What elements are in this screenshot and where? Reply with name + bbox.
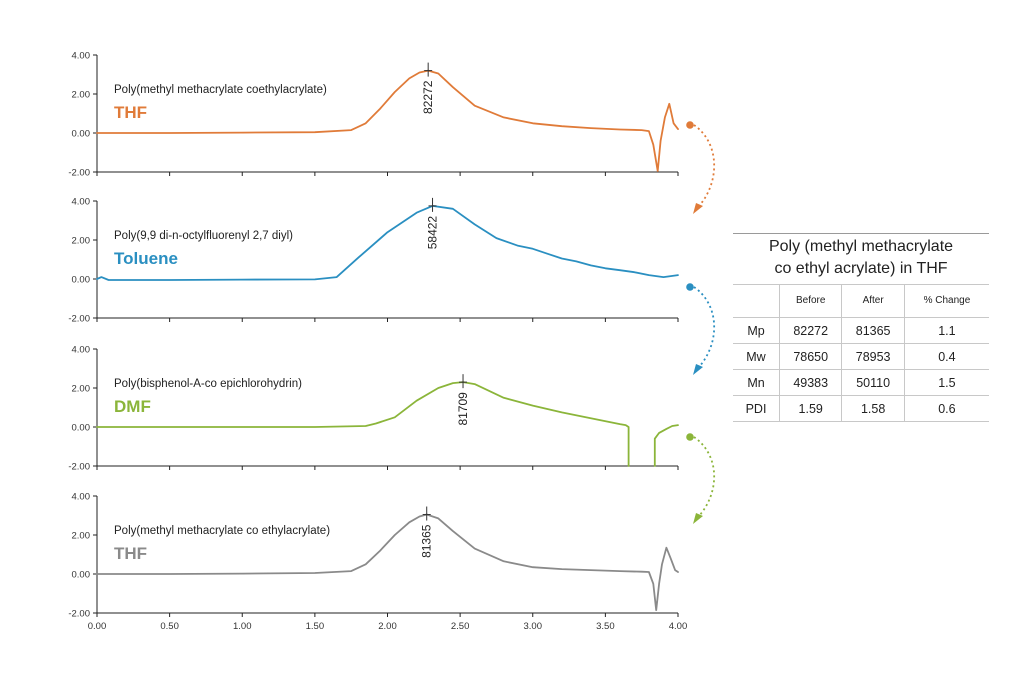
- panel-title: Poly(bisphenol-A-co epichlorohydrin): [114, 378, 302, 390]
- x-tick-label: 4.00: [669, 621, 688, 632]
- x-tick-label: 1.50: [306, 621, 325, 632]
- cell-after: 1.58: [841, 395, 905, 422]
- cell-after: 78953: [841, 343, 905, 370]
- table-title: Poly (methyl methacrylate co ethyl acryl…: [733, 233, 989, 284]
- x-tick-label: 2.00: [378, 621, 397, 632]
- cell-before: 49383: [778, 369, 843, 396]
- chart-panel-1: 4.00 2.00 0.00 -2.00 Poly(methyl methacrylat…: [68, 51, 679, 179]
- y-tick-label: -2.00: [68, 168, 90, 179]
- peak-label: 82272: [421, 80, 435, 114]
- series-line: [96, 69, 679, 172]
- arrow-head: [693, 513, 703, 524]
- chart-panel-4: 4.002.000.00-2.000.00 0.50 1.00 1.50 2.00 2.5…: [68, 492, 687, 633]
- table-row: Mp 82272 81365 1.1: [733, 317, 989, 344]
- panel-title: Poly(9,9 di-n-octylfluorenyl 2,7 diyl): [114, 230, 293, 242]
- arrow-path: [693, 436, 716, 517]
- series-line: [96, 513, 679, 611]
- cell-change: 0.4: [903, 343, 989, 370]
- flow-arrow-3: [686, 433, 716, 524]
- table-title-line-1: Poly (methyl methacrylate: [768, 238, 954, 255]
- y-tick-label: 2.00: [72, 531, 91, 542]
- x-tick-label: 1.00: [233, 621, 252, 632]
- solvent-label: THF: [114, 103, 147, 122]
- arrow-head: [693, 203, 703, 214]
- y-tick-label: 2.00: [72, 384, 91, 395]
- cell-after: 81365: [841, 317, 905, 344]
- x-tick-label: 2.50: [451, 621, 470, 632]
- solvent-label: DMF: [114, 397, 151, 416]
- solvent-label: THF: [114, 544, 147, 563]
- y-tick-label: 4.00: [72, 492, 91, 503]
- header-change: % Change: [903, 284, 989, 318]
- row-label: PDI: [733, 395, 780, 422]
- y-tick-label: 4.00: [72, 197, 91, 208]
- header-blank: [733, 284, 780, 318]
- table-header-row: Before After % Change: [733, 284, 989, 318]
- header-before: Before: [778, 284, 843, 318]
- peak-label: 58422: [426, 216, 440, 250]
- x-tick-label: 0.50: [160, 621, 179, 632]
- flow-arrow-2: [686, 283, 716, 375]
- solvent-label: Toluene: [114, 249, 178, 268]
- y-tick-label: 0.00: [72, 570, 91, 581]
- cell-change: 1.5: [903, 369, 989, 396]
- x-tick-label: 3.50: [596, 621, 615, 632]
- table-row: PDI 1.59 1.58 0.6: [733, 395, 989, 422]
- arrow-path: [693, 124, 716, 207]
- peak-label: 81709: [456, 392, 470, 426]
- series-line: [96, 381, 630, 467]
- cell-after: 50110: [841, 369, 905, 396]
- y-tick-label: 4.00: [72, 51, 91, 62]
- table-title-line-2: co ethyl acrylate) in THF: [774, 260, 948, 277]
- flow-arrow-1: [686, 121, 716, 214]
- peak-label: 81365: [420, 524, 434, 558]
- results-table: Before After % Change Mp 82272 81365 1.1…: [733, 284, 989, 422]
- row-label: Mp: [733, 317, 780, 344]
- y-tick-label: 4.00: [72, 345, 91, 356]
- row-label: Mw: [733, 343, 780, 370]
- y-tick-label: 0.00: [72, 275, 91, 286]
- x-tick-label: 0.00: [88, 621, 107, 632]
- x-tick-label: 3.00: [524, 621, 543, 632]
- y-tick-label: 0.00: [72, 423, 91, 434]
- header-after: After: [841, 284, 905, 318]
- y-tick-label: 2.00: [72, 236, 91, 247]
- y-tick-label: -2.00: [68, 314, 90, 325]
- chart-panel-3: 4.00 2.00 0.00 -2.00 Poly(bisphenol-A-co epi…: [68, 345, 679, 473]
- cell-before: 82272: [778, 317, 843, 344]
- summary-table: Poly (methyl methacrylate co ethyl acryl…: [733, 233, 989, 422]
- cell-change: 1.1: [903, 317, 989, 344]
- cell-change: 0.6: [903, 395, 989, 422]
- series-line: [96, 204, 679, 281]
- table-row: Mw 78650 78953 0.4: [733, 343, 989, 370]
- y-tick-label: 0.00: [72, 129, 91, 140]
- arrow-dot: [686, 283, 694, 291]
- cell-before: 1.59: [778, 395, 843, 422]
- y-tick-label: 2.00: [72, 90, 91, 101]
- arrow-path: [693, 286, 716, 368]
- y-tick-label: -2.00: [68, 609, 90, 620]
- series-line-segment: [653, 424, 679, 467]
- arrow-head: [693, 364, 703, 375]
- chart-panel-2: 4.00 2.00 0.00 -2.00 Poly(9,9 di-n-octylfluo…: [68, 197, 679, 325]
- y-tick-label: -2.00: [68, 462, 90, 473]
- arrow-dot: [686, 121, 694, 129]
- row-label: Mn: [733, 369, 780, 396]
- arrow-dot: [686, 433, 694, 441]
- panel-title: Poly(methyl methacrylate co ethylacrylat…: [114, 525, 330, 537]
- panel-title: Poly(methyl methacrylate coethylacrylate…: [114, 84, 327, 96]
- table-row: Mn 49383 50110 1.5: [733, 369, 989, 396]
- cell-before: 78650: [778, 343, 843, 370]
